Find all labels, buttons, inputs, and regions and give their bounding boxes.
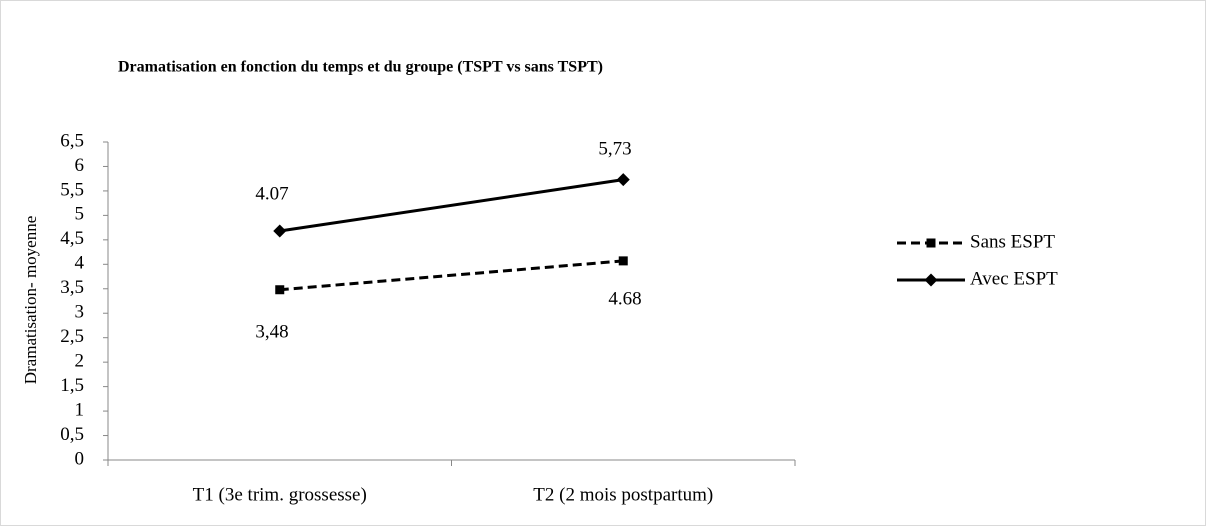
legend-label: Avec ESPT [970, 268, 1058, 289]
series-line [279, 178, 624, 233]
y-tick-label: 1,5 [60, 375, 84, 396]
x-tick-label: T1 (3e trim. grossesse) [193, 484, 367, 505]
y-tick-label: 6 [75, 155, 85, 176]
series-line [279, 259, 624, 292]
y-tick-label: 1 [75, 399, 85, 420]
y-tick-label: 5 [75, 204, 85, 225]
legend-marker [926, 238, 936, 248]
y-tick-label: 0,5 [60, 424, 84, 445]
annotation: 4.68 [608, 288, 641, 309]
annotation: 5,73 [598, 138, 631, 159]
y-axis-label: Dramatisation- moyenne [21, 216, 40, 385]
x-tick-label: T2 (2 mois postpartum) [533, 484, 713, 505]
legend-marker [924, 273, 938, 287]
y-tick-label: 5,5 [60, 179, 84, 200]
data-point [273, 224, 287, 238]
annotation: 3,48 [255, 321, 288, 342]
y-tick-label: 2,5 [60, 326, 84, 347]
chart-title: Dramatisation en fonction du temps et du… [118, 59, 603, 76]
y-tick-label: 4,5 [60, 228, 84, 249]
data-point [618, 256, 628, 266]
legend-label: Sans ESPT [970, 231, 1055, 252]
data-point [275, 285, 285, 295]
data-point [616, 173, 630, 187]
y-tick-label: 3 [75, 302, 85, 323]
y-tick-label: 4 [75, 253, 85, 274]
y-tick-label: 2 [75, 351, 85, 372]
y-tick-label: 3,5 [60, 277, 84, 298]
annotation: 4.07 [255, 183, 288, 204]
y-tick-label: 6,5 [60, 130, 84, 151]
y-tick-label: 0 [75, 448, 85, 469]
